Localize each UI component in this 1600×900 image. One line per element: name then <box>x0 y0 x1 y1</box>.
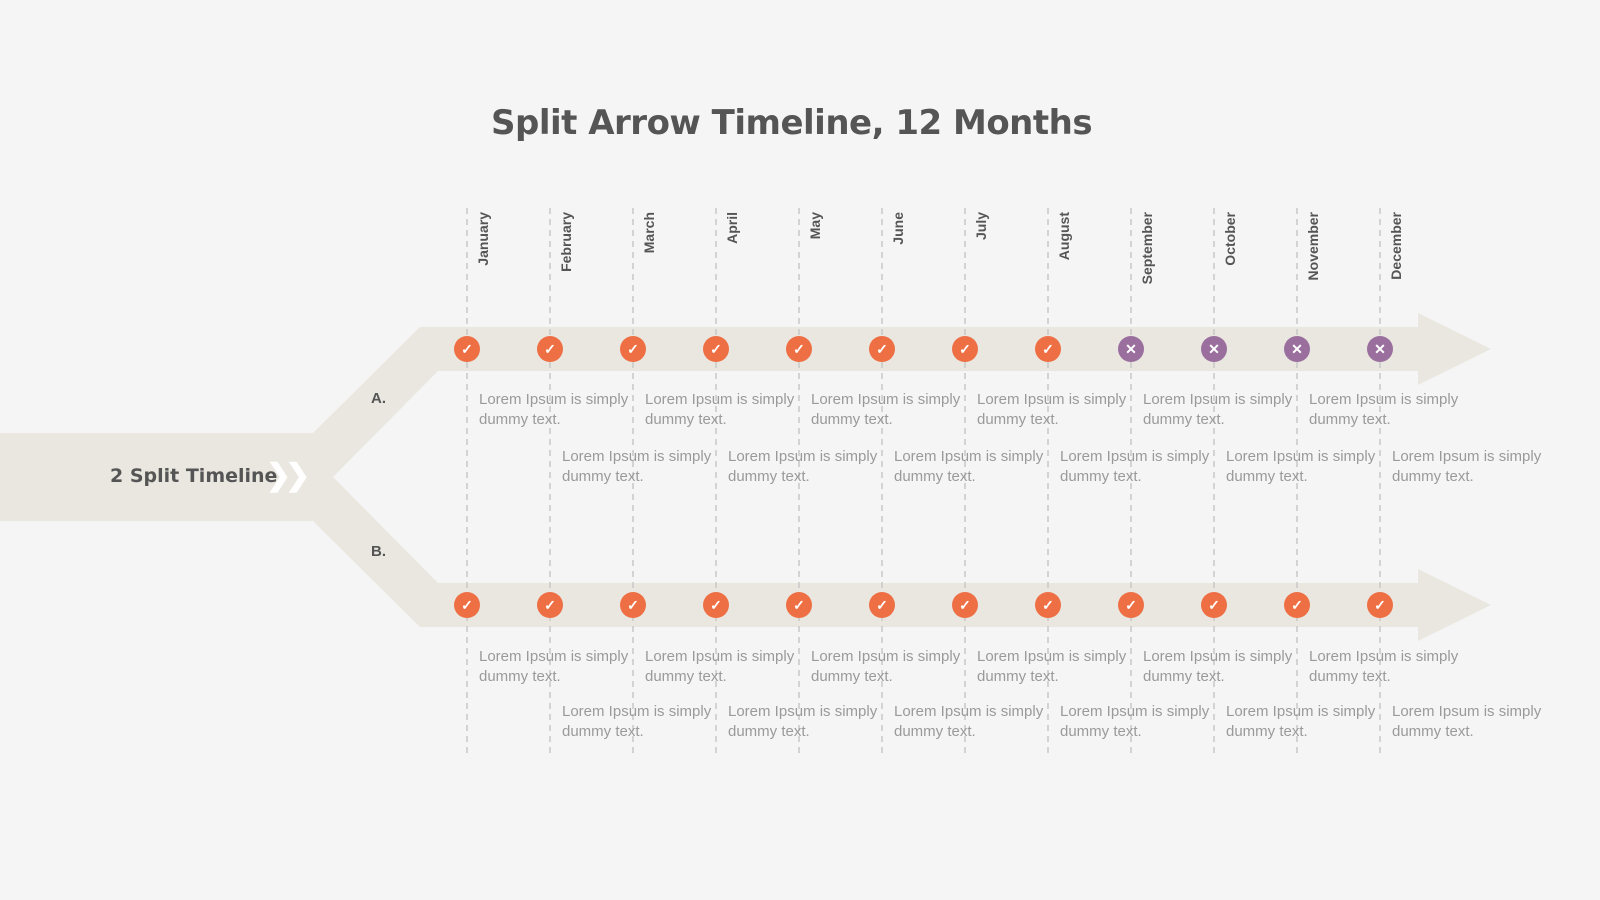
milestone-description: Lorem Ipsum is simply dummy text. <box>728 448 878 485</box>
milestone-description: Lorem Ipsum is simply dummy text. <box>811 648 961 685</box>
milestone-description: Lorem Ipsum is simply dummy text. <box>1143 648 1293 685</box>
check-icon: ✓ <box>1118 592 1144 618</box>
milestone-description: Lorem Ipsum is simply dummy text. <box>645 648 795 685</box>
x-icon: ✕ <box>1367 336 1393 362</box>
check-icon: ✓ <box>1284 592 1310 618</box>
month-label: March <box>641 212 657 254</box>
check-icon: ✓ <box>537 592 563 618</box>
milestone-description: Lorem Ipsum is simply dummy text. <box>1392 703 1542 740</box>
month-label: May <box>807 212 823 240</box>
month-label: August <box>1056 212 1072 261</box>
milestone-description: Lorem Ipsum is simply dummy text. <box>1060 703 1210 740</box>
check-icon: ✓ <box>703 592 729 618</box>
milestone-description: Lorem Ipsum is simply dummy text. <box>894 448 1044 485</box>
check-icon: ✓ <box>620 336 646 362</box>
check-icon: ✓ <box>1035 336 1061 362</box>
check-icon: ✓ <box>952 592 978 618</box>
check-icon: ✓ <box>454 592 480 618</box>
milestone-description: Lorem Ipsum is simply dummy text. <box>645 391 795 428</box>
milestone-description: Lorem Ipsum is simply dummy text. <box>977 391 1127 428</box>
milestone-description: Lorem Ipsum is simply dummy text. <box>1226 448 1376 485</box>
check-icon: ✓ <box>869 336 895 362</box>
check-icon: ✓ <box>786 592 812 618</box>
milestone-description: Lorem Ipsum is simply dummy text. <box>479 648 629 685</box>
milestone-description: Lorem Ipsum is simply dummy text. <box>894 703 1044 740</box>
month-label: September <box>1139 212 1155 285</box>
x-icon: ✕ <box>1118 336 1144 362</box>
branch-a-arrow <box>313 313 1491 477</box>
main-timeline-label: 2 Split Timeline <box>110 465 278 487</box>
month-label: February <box>558 212 574 272</box>
main-arrow-stem <box>0 433 333 521</box>
milestone-description: Lorem Ipsum is simply dummy text. <box>1309 391 1459 428</box>
month-label: January <box>475 212 491 266</box>
milestone-description: Lorem Ipsum is simply dummy text. <box>1226 703 1376 740</box>
milestone-description: Lorem Ipsum is simply dummy text. <box>1143 391 1293 428</box>
check-icon: ✓ <box>869 592 895 618</box>
milestone-description: Lorem Ipsum is simply dummy text. <box>1060 448 1210 485</box>
check-icon: ✓ <box>952 336 978 362</box>
milestone-description: Lorem Ipsum is simply dummy text. <box>811 391 961 428</box>
milestone-description: Lorem Ipsum is simply dummy text. <box>728 703 878 740</box>
milestone-description: Lorem Ipsum is simply dummy text. <box>1392 448 1542 485</box>
month-label: October <box>1222 212 1238 266</box>
check-icon: ✓ <box>537 336 563 362</box>
month-label: April <box>724 212 740 244</box>
check-icon: ✓ <box>620 592 646 618</box>
branch-b-arrow <box>313 477 1491 641</box>
milestone-description: Lorem Ipsum is simply dummy text. <box>562 448 712 485</box>
check-icon: ✓ <box>1035 592 1061 618</box>
check-icon: ✓ <box>1201 592 1227 618</box>
check-icon: ✓ <box>454 336 480 362</box>
milestone-description: Lorem Ipsum is simply dummy text. <box>562 703 712 740</box>
page-title: Split Arrow Timeline, 12 Months <box>491 103 1093 143</box>
milestone-description: Lorem Ipsum is simply dummy text. <box>479 391 629 428</box>
milestone-description: Lorem Ipsum is simply dummy text. <box>977 648 1127 685</box>
month-label: December <box>1388 212 1404 280</box>
double-chevron-right-icon: ❯❯ <box>266 459 310 492</box>
check-icon: ✓ <box>703 336 729 362</box>
milestone-description: Lorem Ipsum is simply dummy text. <box>1309 648 1459 685</box>
branch-a-label: A. <box>371 390 386 407</box>
month-label: July <box>973 212 989 241</box>
branch-b-label: B. <box>371 543 386 560</box>
month-label: November <box>1305 212 1321 281</box>
x-icon: ✕ <box>1284 336 1310 362</box>
check-icon: ✓ <box>786 336 812 362</box>
month-label: June <box>890 212 906 245</box>
x-icon: ✕ <box>1201 336 1227 362</box>
check-icon: ✓ <box>1367 592 1393 618</box>
